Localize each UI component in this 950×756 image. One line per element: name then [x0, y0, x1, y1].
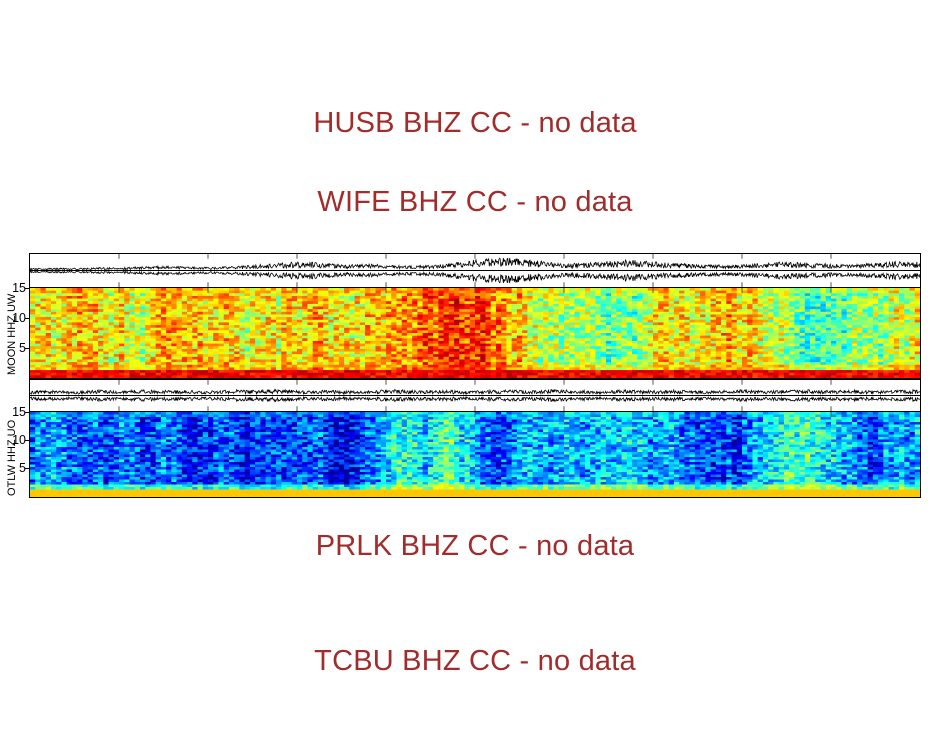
axis-label-otlw: OTLW HHZ UO	[6, 419, 18, 496]
waveform-trace-otlw	[30, 380, 920, 411]
ytick-otlw-10: 10	[12, 433, 26, 447]
waveform-panel-otlw[interactable]	[29, 379, 921, 412]
ytick-moon-5: 5	[19, 341, 26, 355]
waveform-panel-moon[interactable]	[29, 253, 921, 288]
tickmark-otlw-5	[25, 468, 29, 470]
spectrogram-panel-otlw[interactable]	[29, 411, 921, 498]
ytick-otlw-5: 5	[19, 461, 26, 475]
waveform-trace-moon	[30, 254, 920, 287]
ytick-moon-10: 10	[12, 311, 26, 325]
ytick-moon-15: 15	[12, 281, 26, 295]
nodata-message-wife: WIFE BHZ CC - no data	[317, 186, 633, 218]
channel-group-otlw	[29, 379, 921, 498]
channel-group-moon	[29, 253, 921, 379]
spectrogram-panel-moon[interactable]	[29, 287, 921, 379]
ytick-otlw-15: 15	[12, 405, 26, 419]
nodata-message-tcbu: TCBU BHZ CC - no data	[314, 645, 636, 677]
tickmark-moon-5	[25, 348, 29, 350]
nodata-message-prlk: PRLK BHZ CC - no data	[315, 530, 635, 562]
tickmark-otlw-15	[25, 412, 29, 414]
tickmark-otlw-10	[25, 440, 29, 442]
spectrogram-image-moon	[30, 288, 920, 378]
spectrogram-image-otlw	[30, 412, 920, 497]
axis-label-moon: MOON HHZ UW	[6, 293, 18, 375]
tickmark-moon-10	[25, 318, 29, 320]
tickmark-moon-15	[25, 288, 29, 290]
nodata-message-husb: HUSB BHZ CC - no data	[313, 107, 637, 139]
spectrogram-plot-block	[29, 253, 921, 498]
